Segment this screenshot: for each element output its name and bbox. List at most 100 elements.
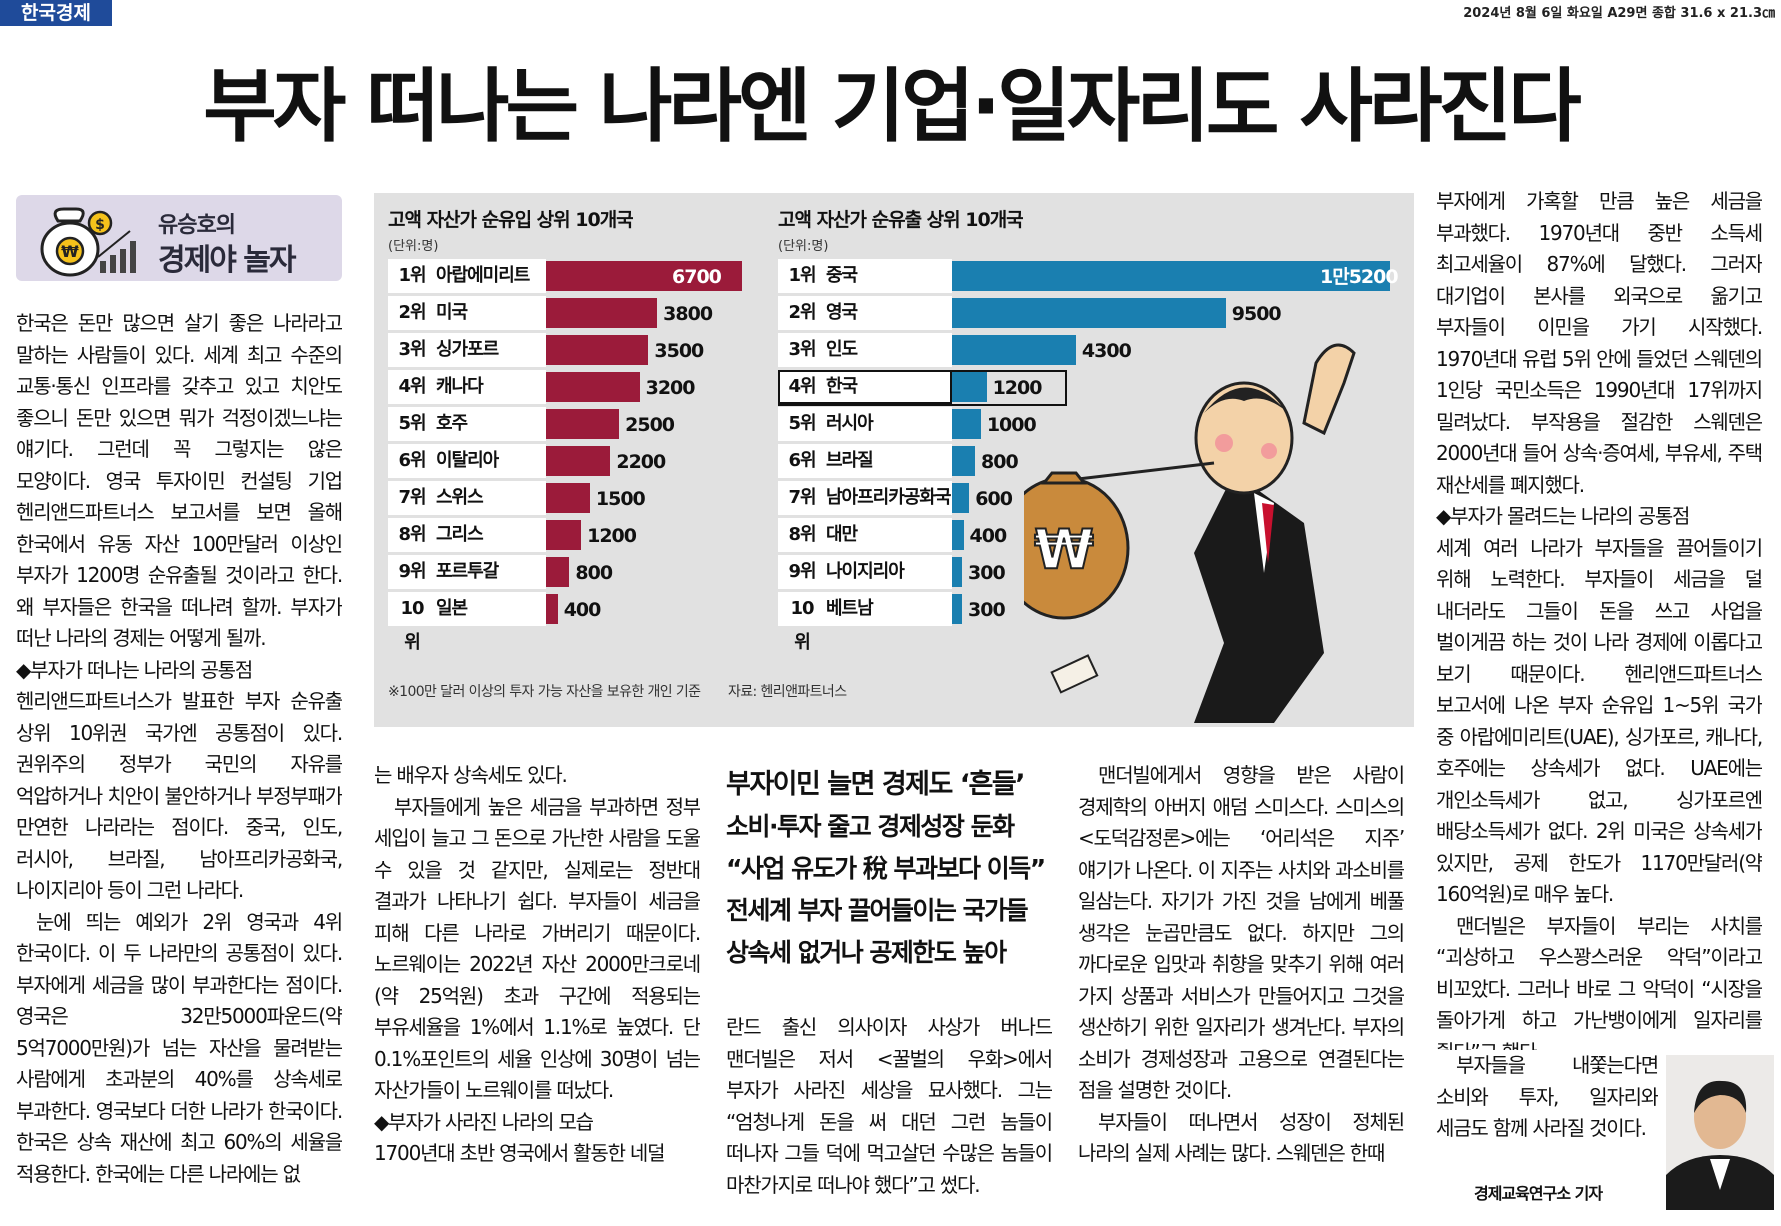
- chart-row: 6위 이탈리아: [388, 444, 546, 478]
- chart-row: 5위 호주: [388, 407, 546, 441]
- country-label: 영국: [826, 302, 858, 323]
- bar-value-label: 300: [968, 599, 1006, 621]
- country-label: 브라질: [826, 450, 874, 471]
- chart-row: 3위 싱가포르: [388, 333, 546, 367]
- chart-row: 5위 러시아: [778, 407, 952, 441]
- chart-bar: [546, 298, 658, 328]
- svg-text:₩: ₩: [1034, 518, 1094, 581]
- bar-value-label: 9500: [1231, 303, 1282, 325]
- rank-label: 6위: [398, 450, 426, 471]
- rank-label: 5위: [398, 413, 426, 434]
- paragraph: 란드 출신 의사이자 사상가 버나드 맨더빌은 저서 <꿀벌의 우화>에서 부자…: [726, 1015, 1052, 1197]
- paragraph: 한국은 돈만 많으면 살기 좋은 나라라고 말하는 사람들이 있다. 세계 최고…: [16, 311, 342, 650]
- country-label: 남아프리카공화국: [826, 487, 951, 508]
- byline: 경제교육연구소 기자: [1474, 1184, 1603, 1203]
- country-label: 인도: [826, 339, 858, 360]
- bar-value-label: 300: [968, 562, 1006, 584]
- bar-value-label: 2500: [625, 414, 675, 436]
- infographic: 고액 자산가 순유입 상위 10개국 (단위:명) 고액 자산가 순유출 상위 …: [374, 193, 1414, 727]
- paragraph: 부자들에게 높은 세금을 부과하면 정부 세입이 늘고 그 돈으로 가난한 사람…: [374, 794, 700, 1103]
- section-subhead: ◆부자가 몰려드는 나라의 공통점: [1436, 504, 1690, 528]
- country-label: 일본: [436, 598, 468, 619]
- chart-bar: [952, 335, 1076, 365]
- dateline: 2024년 8월 6일 화요일 A29면 종합 31.6 x 21.3㎝: [1463, 6, 1775, 21]
- paragraph: 눈에 띄는 예외가 2위 영국과 4위 한국이다. 이 두 나라만의 공통점이 …: [16, 909, 342, 1186]
- chart-row: 1위 중국: [778, 259, 952, 293]
- article-col-5-end: 부자들을 내쫓는다면 소비와 투자, 일자리와 세금도 함께 사라질 것이다.: [1436, 1050, 1658, 1180]
- paragraph: 부자들을 내쫓는다면 소비와 투자, 일자리와 세금도 함께 사라질 것이다.: [1436, 1053, 1658, 1140]
- masthead-logo: 한국경제: [0, 0, 112, 26]
- chart-bar: [952, 483, 970, 513]
- inflow-chart: 1위 아랍에미리트 6700 2위 미국 3800 3위 싱가포르 3500 4위 캐나다 3200 5…: [374, 219, 1414, 753]
- rank-label: 9위: [398, 561, 426, 582]
- rank-label: 10위: [790, 598, 814, 653]
- subhead-line: 상속세 없거나 공제한도 높아: [726, 938, 1007, 967]
- chart-footnote: ※100만 달러 이상의 투자 가능 자산을 보유한 개인 기준: [388, 684, 701, 700]
- money-bag-icon: ₩ $: [40, 207, 136, 277]
- paragraph: 세계 여러 나라가 부자들을 끌어들이기 위해 노력한다. 부자들이 세금을 덜…: [1436, 535, 1762, 907]
- paragraph: 맨더빌에게서 영향을 받은 사람이 경제학의 아버지 애덤 스미스다. 스미스의…: [1078, 763, 1404, 1102]
- bar-value-label: 1200: [992, 377, 1043, 399]
- bar-value-label: 6700: [672, 266, 722, 288]
- rank-label: 1위: [398, 265, 426, 286]
- chart-bar: [546, 520, 582, 550]
- bar-value-label: 2200: [616, 451, 666, 473]
- chart-row: 7위 스위스: [388, 481, 546, 515]
- chart-bar: [546, 483, 590, 513]
- country-label: 베트남: [826, 598, 874, 619]
- article-subheads: 부자이민 늘면 경제도 ‘흔들’ 소비·투자 줄고 경제성장 둔화 “사업 유도…: [726, 764, 1066, 974]
- country-label: 나이지리아: [826, 561, 905, 582]
- outflow-chart-title: 고액 자산가 순유출 상위 10개국: [778, 209, 1024, 231]
- highlight-box: [778, 370, 1067, 406]
- country-label: 그리스: [436, 524, 484, 545]
- section-subhead: ◆부자가 사라진 나라의 모습: [374, 1109, 594, 1134]
- chart-bar: [952, 372, 987, 402]
- country-label: 이탈리아: [436, 450, 499, 471]
- chart-bar: [952, 557, 962, 587]
- chart-row: 7위 남아프리카공화국: [778, 481, 952, 515]
- paragraph: 맨더빌은 부자들이 부리는 사치를 “괴상하고 우스꽝스러운 악덕”이라고 비꼬…: [1436, 913, 1762, 1051]
- paragraph: 부자들이 떠나면서 성장이 정체된 나라의 실제 사례는 많다. 스웨덴은 한때: [1078, 1109, 1404, 1166]
- chart-bar: [952, 594, 962, 624]
- rank-label: 4위: [398, 376, 426, 397]
- rank-label: 1위: [788, 265, 816, 286]
- chart-row: 9위 포르투갈: [388, 555, 546, 589]
- chart-bar: [546, 335, 649, 365]
- chart-bar: [546, 557, 570, 587]
- bar-value-label: 1000: [986, 414, 1037, 436]
- paragraph: 헨리앤드파트너스가 발표한 부자 순유출 상위 10위권 국가엔 공통점이 있다…: [16, 689, 342, 902]
- chart-bar: [546, 409, 620, 439]
- reporter-photo: [1666, 1055, 1774, 1210]
- rank-label: 7위: [788, 487, 816, 508]
- chart-bar: [546, 261, 742, 291]
- chart-row: 4위 한국: [778, 370, 952, 404]
- country-label: 싱가포르: [436, 339, 499, 360]
- subhead-main: 부자이민 늘면 경제도 ‘흔들’: [726, 769, 1025, 800]
- country-label: 아랍에미리트: [436, 265, 530, 286]
- bar-value-label: 800: [575, 562, 613, 584]
- country-label: 중국: [826, 265, 858, 286]
- bar-value-label: 4300: [1081, 340, 1132, 362]
- bar-value-label: 3200: [645, 377, 696, 399]
- chart-bar: [952, 298, 1226, 328]
- subhead-line: 소비·투자 줄고 경제성장 둔화: [726, 812, 1015, 841]
- bar-value-label: 1200: [587, 525, 637, 547]
- country-label: 호주: [436, 413, 468, 434]
- rank-label: 5위: [788, 413, 816, 434]
- article-col-3: 란드 출신 의사이자 사상가 버나드 맨더빌은 저서 <꿀벌의 우화>에서 부자…: [726, 1012, 1052, 1222]
- chart-bar: [546, 446, 611, 476]
- rank-label: 3위: [788, 339, 816, 360]
- bar-value-label: 400: [969, 525, 1008, 547]
- article-col-2: 는 배우자 상속세도 있다. 부자들에게 높은 세금을 부과하면 정부 세입이 …: [374, 760, 700, 1220]
- subhead-line: “사업 유도가 稅 부과보다 이득”: [726, 854, 1046, 883]
- country-label: 러시아: [826, 413, 874, 434]
- rank-label: 2위: [398, 302, 426, 323]
- paragraph: 1700년대 초반 영국에서 활동한 네덜: [374, 1141, 666, 1165]
- paragraph: 는 배우자 상속세도 있다.: [374, 763, 568, 787]
- chart-bar: [952, 520, 964, 550]
- column-badge: ₩ $ 유승호의 경제야 놀자: [16, 195, 342, 281]
- article-col-4: 맨더빌에게서 영향을 받은 사람이 경제학의 아버지 애덤 스미스다. 스미스의…: [1078, 760, 1404, 1220]
- chart-bar: [952, 446, 976, 476]
- country-label: 스위스: [436, 487, 484, 508]
- article-col-5: 부자에게 가혹할 만큼 높은 세금을 부과했다. 1970년대 중반 소득세 최…: [1436, 186, 1762, 1050]
